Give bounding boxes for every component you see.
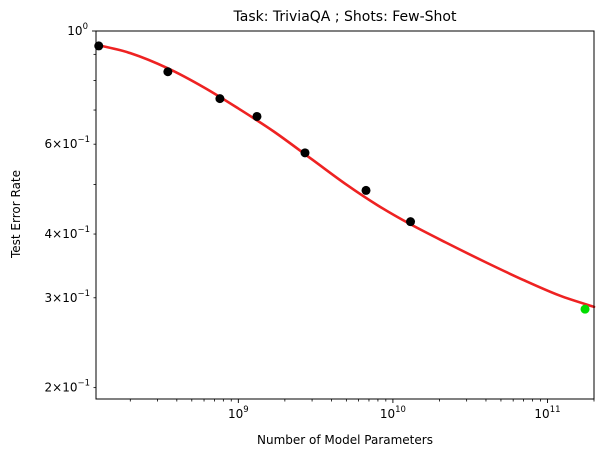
chart-title: Task: TriviaQA ; Shots: Few-Shot xyxy=(233,9,457,25)
y-axis-label: Test Error Rate xyxy=(9,170,23,259)
data-point xyxy=(163,67,173,77)
fit-curve-layer xyxy=(94,43,596,309)
x-tick-label: 1010 xyxy=(380,405,406,421)
x-tick-label: 1011 xyxy=(534,405,560,421)
y-tick-label: 100 xyxy=(67,22,88,38)
data-point xyxy=(252,111,262,121)
data-point xyxy=(406,217,416,227)
data-point xyxy=(215,94,225,104)
fit-curve xyxy=(94,43,596,309)
data-point xyxy=(361,185,371,195)
x-tick-label: 109 xyxy=(228,405,249,421)
held-out-point xyxy=(580,304,590,314)
y-minor-tick-label: 3×10−1 xyxy=(45,289,91,305)
plot-frame xyxy=(95,30,595,400)
data-point xyxy=(300,148,310,158)
y-minor-tick-label: 4×10−1 xyxy=(45,225,91,241)
y-minor-tick-label: 2×10−1 xyxy=(45,379,91,395)
y-minor-tick-label: 6×10−1 xyxy=(45,135,91,151)
data-points-layer xyxy=(94,41,590,314)
x-axis-label: Number of Model Parameters xyxy=(257,433,433,447)
axes: 109 1010 1011 100 6×10−1 4×10−1 3×10−1 2×10−1 xyxy=(45,22,595,421)
